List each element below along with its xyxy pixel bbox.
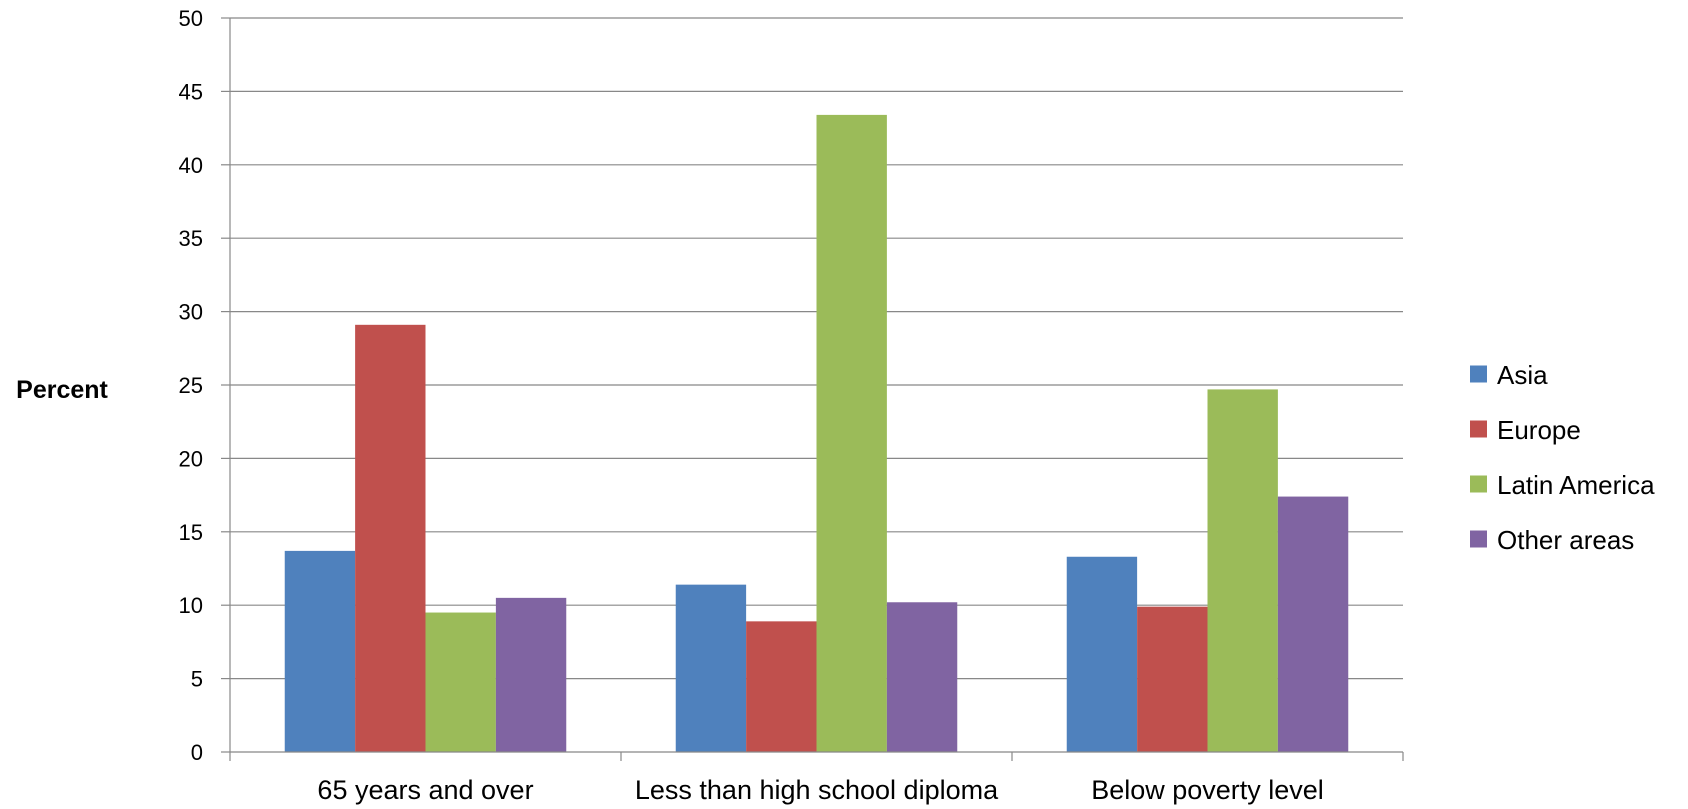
bar [675,584,747,752]
bar [1277,496,1349,752]
y-tick-label: 30 [179,300,203,325]
legend-swatch [1470,420,1487,438]
bars [284,114,1349,752]
legend-swatch [1470,475,1487,493]
y-tick-label: 15 [179,520,203,545]
x-tick-label: Less than high school diploma [635,775,999,805]
legend-label: Asia [1497,360,1548,390]
bar [746,621,817,752]
legend-label: Other areas [1497,525,1634,555]
bar [1207,389,1278,752]
legend-label: Europe [1497,415,1581,445]
y-tick-label: 0 [191,740,203,765]
x-tick-label: Below poverty level [1091,775,1324,805]
legend-swatch [1470,365,1487,383]
legend-swatch [1470,530,1487,548]
bar [1137,606,1208,752]
bar [886,602,958,752]
y-tick-label: 45 [179,79,203,104]
bar [816,114,887,752]
x-tick-label: 65 years and over [317,775,533,805]
y-tick-label: 10 [179,593,203,618]
legend-label: Latin America [1497,470,1655,500]
bar [495,597,567,752]
y-axis: 0 5 10 15 20 25 30 35 40 45 50 [179,6,231,765]
y-tick-label: 20 [179,446,203,471]
legend: Asia Europe Latin America Other areas [1470,360,1655,555]
y-tick-label: 35 [179,226,203,251]
y-tick-label: 50 [179,6,203,31]
bar [284,550,356,752]
bar [1066,556,1138,752]
x-axis: 65 years and over Less than high school d… [229,751,1404,805]
bar [425,612,496,752]
bar [355,324,426,752]
y-tick-label: 5 [191,667,203,692]
y-axis-label: Percent [16,376,108,404]
y-tick-label: 25 [179,373,203,398]
y-tick-label: 40 [179,153,203,178]
